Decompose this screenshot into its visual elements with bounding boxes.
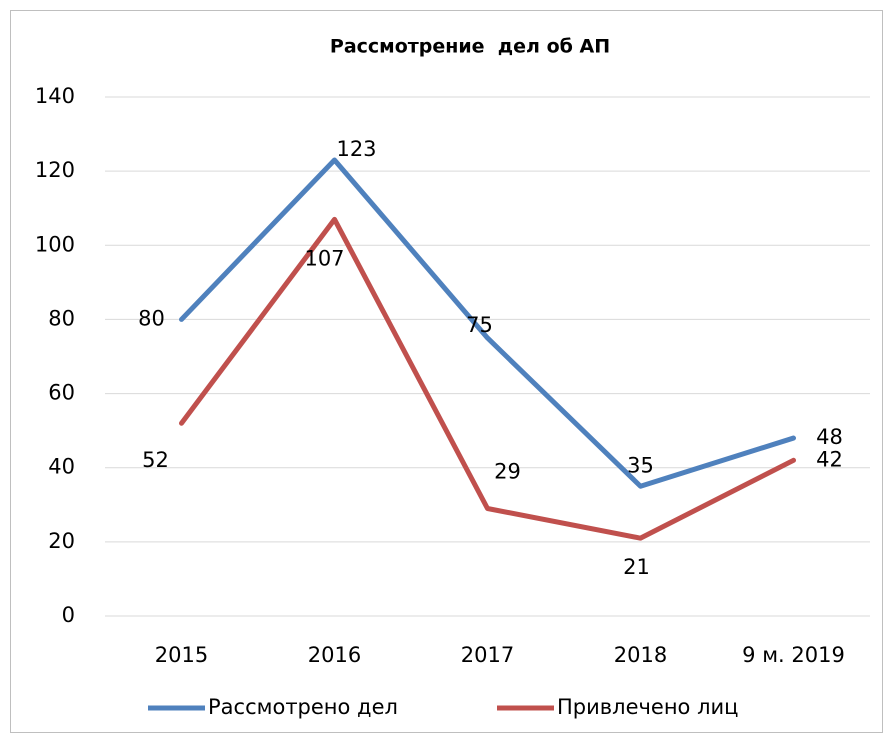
- data-label: 29: [494, 459, 521, 483]
- chart-title: Рассмотрение дел об АП: [330, 36, 610, 58]
- data-label: 75: [466, 313, 493, 337]
- series-line: [179, 157, 796, 489]
- y-tick-label: 140: [35, 84, 75, 108]
- x-tick-label: 9 м. 2019: [742, 643, 845, 667]
- y-tick-label: 60: [48, 381, 75, 405]
- x-tick-label: 2018: [614, 643, 667, 667]
- data-label: 107: [304, 246, 344, 270]
- data-label: 123: [336, 137, 376, 161]
- y-tick-label: 120: [35, 158, 75, 182]
- y-tick-label: 40: [48, 455, 75, 479]
- y-tick-label: 0: [62, 603, 75, 627]
- chart-border: [10, 10, 883, 733]
- data-label: 21: [623, 555, 650, 579]
- data-label: 42: [816, 447, 843, 471]
- legend-label: Привлечено лиц: [557, 695, 738, 719]
- y-tick-label: 80: [48, 306, 75, 330]
- y-tick-label: 20: [48, 529, 75, 553]
- data-label: 80: [138, 306, 165, 330]
- x-tick-label: 2017: [461, 643, 514, 667]
- x-tick-label: 2015: [155, 643, 208, 667]
- x-tick-label: 2016: [308, 643, 361, 667]
- data-label: 35: [627, 453, 654, 477]
- data-label: 52: [142, 448, 169, 472]
- series-line: [179, 216, 796, 541]
- y-tick-label: 100: [35, 232, 75, 256]
- data-label: 48: [816, 425, 843, 449]
- legend-label: Рассмотрено дел: [208, 695, 398, 719]
